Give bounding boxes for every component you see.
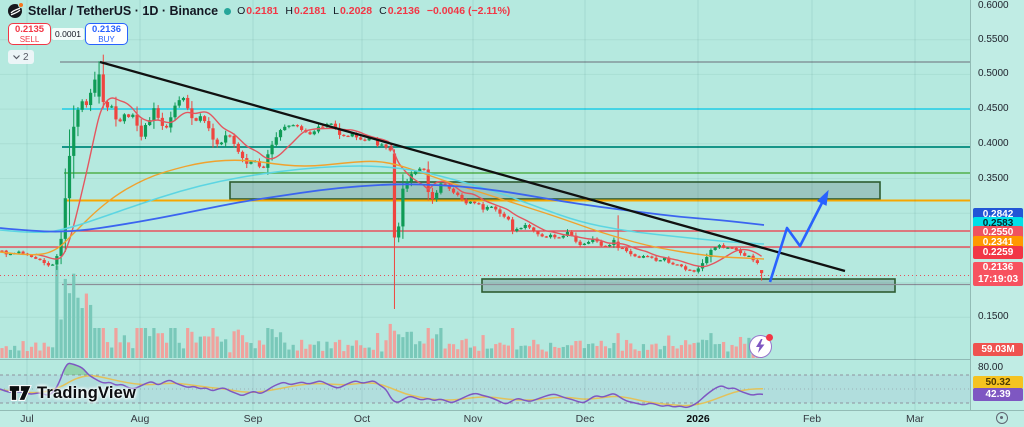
trade-panel: 0.2135 SELL 0.0001 0.2136 BUY <box>8 23 128 45</box>
notification-dot <box>18 2 24 8</box>
rsi-axis-label: 80.00 <box>978 362 1004 373</box>
volume-badge: 59.03M <box>973 343 1023 356</box>
price-pane[interactable] <box>0 39 970 358</box>
price-axis-label: 0.5000 <box>978 68 1009 80</box>
time-axis-label[interactable]: Nov <box>463 413 483 425</box>
rsi-line[interactable] <box>0 362 764 409</box>
buy-price: 0.2136 <box>91 24 122 35</box>
time-axis-label[interactable]: Sep <box>243 413 263 425</box>
lightning-badge-icon[interactable] <box>749 334 773 358</box>
buy-label: BUY <box>98 35 115 44</box>
stellar-logo-icon <box>8 2 24 18</box>
trendline-drawing[interactable] <box>99 60 846 273</box>
tradingview-watermark[interactable]: TradingView <box>8 381 136 405</box>
ohlc-item: H0.2181 <box>285 5 327 17</box>
ohlc-item: L0.2028 <box>333 5 373 17</box>
price-axis-label: 0.1500 <box>978 311 1009 323</box>
candlestick-series <box>0 54 764 309</box>
object-count: 2 <box>23 51 29 63</box>
arrow-head <box>816 189 829 206</box>
time-axis-label[interactable]: Feb <box>802 413 822 425</box>
ma-orange[interactable] <box>0 159 765 260</box>
price-axis-label: 0.4000 <box>978 137 1009 149</box>
price-axis-label: 0.4500 <box>978 103 1009 115</box>
market-status-dot[interactable] <box>224 7 232 15</box>
change-value: −0.0046 (−2.11%) <box>426 5 511 17</box>
ma-cyan[interactable] <box>0 165 765 245</box>
price-axis-label: 0.3500 <box>978 172 1009 184</box>
price-axis-pane[interactable]: 0.6000 0.5500 0.5000 0.4500 0.4000 0.3500 0.15… <box>970 0 1024 410</box>
last-price-badge: 0.2136 17:19:03 <box>973 262 1023 286</box>
time-axis-pane[interactable]: Jul Aug Sep Oct Nov Dec 2026 Feb Mar <box>0 410 1024 427</box>
ohlc-values: O0.2181 H0.2181 L0.2028 C0.2136 −0.0046 (−2.… <box>237 5 510 17</box>
price-axis-label: 0.6000 <box>978 0 1009 11</box>
rsi-pane[interactable] <box>0 362 970 409</box>
chevron-down-icon <box>13 54 20 59</box>
rsi-value-badge: 50.32 <box>973 376 1023 389</box>
rsi-overbought-fill <box>64 363 92 375</box>
sell-button[interactable]: 0.2135 SELL <box>8 23 51 45</box>
volume-series <box>0 265 764 358</box>
time-axis-label[interactable]: 2026 <box>686 413 710 425</box>
buy-button[interactable]: 0.2136 BUY <box>85 23 128 45</box>
time-axis-label[interactable]: Aug <box>130 413 150 425</box>
time-axis-label[interactable]: Oct <box>353 413 371 425</box>
rsi-value-badge: 42.39 <box>973 388 1023 401</box>
bar-countdown: 17:19:03 <box>977 274 1019 285</box>
tradingview-logo-icon <box>8 385 32 401</box>
time-axis-label[interactable]: Jul <box>20 413 34 425</box>
last-price: 0.2136 <box>982 262 1014 273</box>
object-tree-collapse-button[interactable]: 2 <box>8 50 34 64</box>
tradingview-watermark-text: TradingView <box>37 383 137 402</box>
ma-red[interactable] <box>35 97 762 268</box>
indicator-price-badge: 0.2259 <box>973 246 1023 259</box>
alert-dot <box>766 334 773 341</box>
sell-price: 0.2135 <box>14 24 45 35</box>
spread-value: 0.0001 <box>51 28 85 40</box>
arrow-drawing[interactable] <box>768 196 827 283</box>
price-axis-label: 0.5500 <box>978 33 1009 45</box>
symbol-legend: Stellar / TetherUS · 1D · Binance O0.218… <box>8 2 510 18</box>
time-axis-label[interactable]: Dec <box>575 413 595 425</box>
indicator-price-badge: 0.2550 <box>973 226 1023 239</box>
ohlc-item: O0.2181 <box>237 5 279 17</box>
sell-label: SELL <box>19 35 40 44</box>
indicator-price-badge: 0.2341 <box>973 236 1023 249</box>
scroll-to-realtime-icon[interactable] <box>996 412 1008 424</box>
pane-separator[interactable] <box>0 359 970 360</box>
supply-demand-zone[interactable] <box>481 278 896 293</box>
time-axis-label[interactable]: Mar <box>905 413 925 425</box>
ma-blue[interactable] <box>0 183 765 233</box>
symbol-title[interactable]: Stellar / TetherUS · 1D · Binance <box>28 4 219 18</box>
ohlc-item: C0.2136 <box>379 5 420 17</box>
